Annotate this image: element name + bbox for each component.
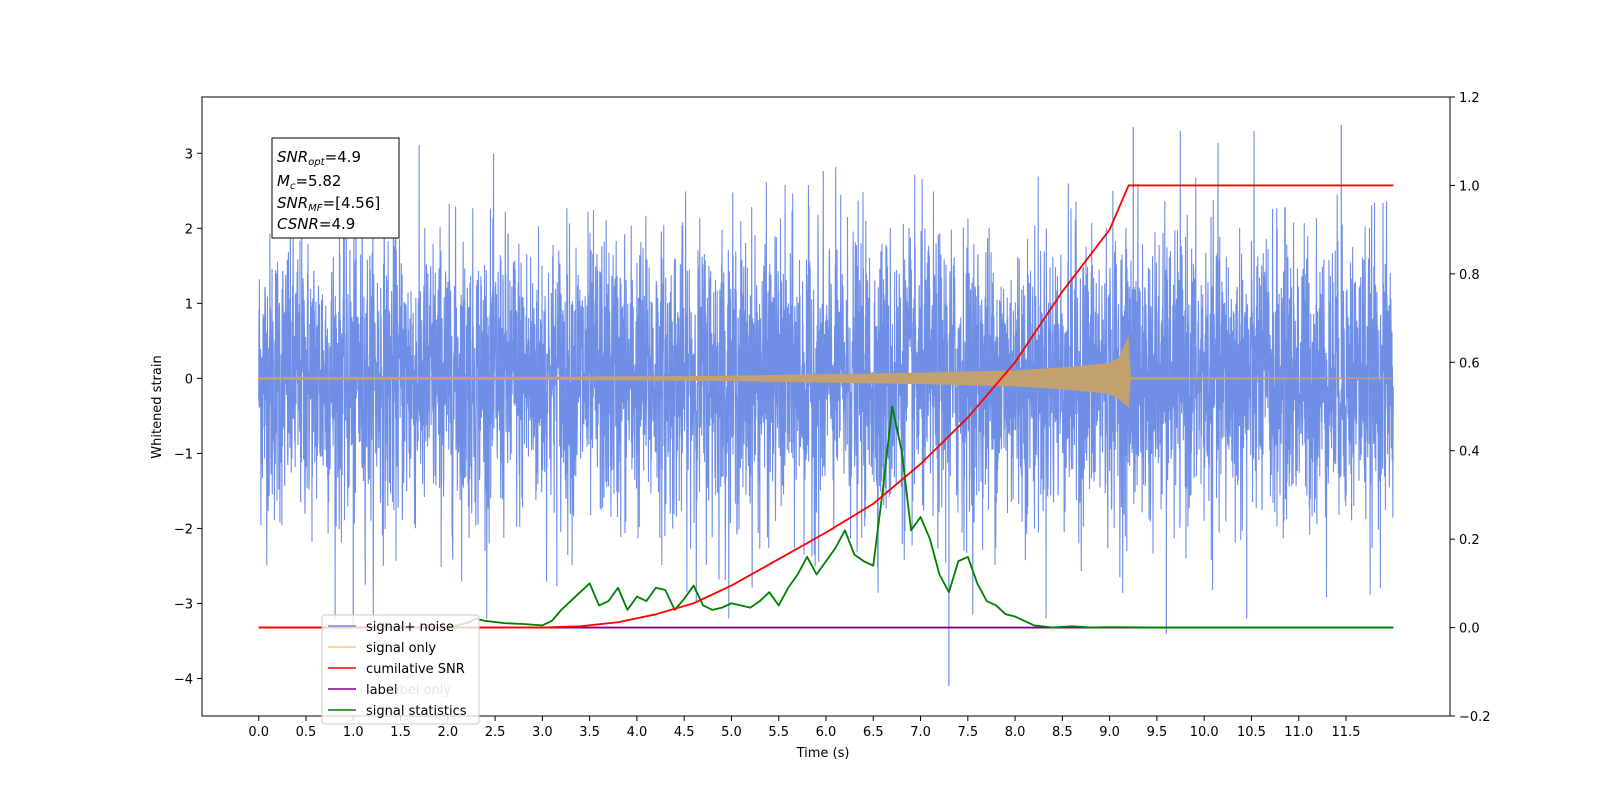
- x-tick-label: 1.0: [343, 725, 364, 740]
- y-tick-label-left: 0: [185, 372, 193, 387]
- x-tick-label: 8.0: [1005, 725, 1026, 740]
- x-tick-label: 4.0: [627, 725, 648, 740]
- x-tick-label: 3.5: [579, 725, 600, 740]
- y-tick-label-right: 1.2: [1459, 91, 1480, 106]
- x-tick-label: 7.5: [957, 725, 978, 740]
- y-tick-label-right: 1.0: [1459, 179, 1480, 194]
- y-tick-label-left: −2: [174, 522, 193, 537]
- y-tick-label-right: 0.6: [1459, 356, 1480, 371]
- x-tick-label: 5.5: [768, 725, 789, 740]
- x-tick-label: 8.5: [1052, 725, 1073, 740]
- annotation-line-snr-mf: SNRMF=[4.56]: [277, 194, 380, 214]
- x-tick-label: 1.5: [390, 725, 411, 740]
- y-tick-label-left: −4: [174, 672, 193, 687]
- y-tick-label-right: 0.4: [1459, 445, 1480, 460]
- x-tick-label: 6.5: [863, 725, 884, 740]
- y-tick-label-left: 3: [185, 147, 193, 162]
- y-tick-label-right: 0.0: [1459, 622, 1480, 637]
- x-tick-label: 2.0: [437, 725, 458, 740]
- annotation-line-snr-opt: SNRopt=4.9: [277, 148, 361, 168]
- legend-label-label-only-ghost: label only: [388, 683, 451, 698]
- y-tick-label-left: 2: [185, 222, 193, 237]
- y-tick-label-left: −3: [174, 597, 193, 612]
- y-tick-label-left: −1: [174, 447, 193, 462]
- legend-label-signal-statistics: signal statistics: [366, 704, 467, 719]
- series-signal-statistics-line: [258, 405, 1394, 629]
- annotation-box: [271, 137, 400, 239]
- x-tick-label: 5.0: [721, 725, 742, 740]
- legend-label-cumulative-snr: cumilative SNR: [366, 662, 465, 677]
- stats-annotation-box: SNRopt=4.9 Mc=5.82 SNRMF=[4.56] CSNR=4.9: [271, 137, 400, 239]
- x-tick-label: 9.5: [1147, 725, 1168, 740]
- annotation-line-csnr: CSNR=4.9: [277, 215, 355, 233]
- legend: signal+ noise signal only cumilative SNR…: [321, 614, 480, 725]
- x-tick-label: 0.0: [248, 725, 269, 740]
- x-tick-label: 0.5: [296, 725, 317, 740]
- series-cumulative-snr-line: [258, 184, 1394, 629]
- y-tick-label-left: 1: [185, 297, 193, 312]
- ticks: 0.0 0.5 1.0 1.5 2.0 2.5 3.0 3.5 4.0 4.5 5.0 5.5 6.0 6…: [174, 91, 1491, 740]
- x-axis-label: Time (s): [796, 746, 850, 761]
- x-tick-label: 11.5: [1332, 725, 1361, 740]
- y-axis-label: Whitened strain: [150, 355, 165, 458]
- x-tick-label: 3.0: [532, 725, 553, 740]
- y-tick-label-right: 0.8: [1459, 268, 1480, 283]
- legend-label-signal-noise: signal+ noise: [366, 620, 454, 635]
- x-tick-label: 6.0: [816, 725, 837, 740]
- x-tick-label: 11.0: [1284, 725, 1313, 740]
- x-tick-label: 2.5: [485, 725, 506, 740]
- series-signal-noise-line: [258, 130, 1394, 619]
- x-tick-label: 10.5: [1237, 725, 1266, 740]
- y-tick-label-right: 0.2: [1459, 533, 1480, 548]
- legend-box: [321, 614, 480, 725]
- legend-label-label: label: [366, 683, 397, 698]
- x-tick-label: 9.0: [1099, 725, 1120, 740]
- y-tick-label-right: −0.2: [1459, 710, 1491, 725]
- x-tick-label: 10.0: [1190, 725, 1219, 740]
- legend-label-signal-only: signal only: [366, 641, 436, 656]
- annotation-line-mc: Mc=5.82: [277, 172, 341, 192]
- x-tick-label: 7.0: [910, 725, 931, 740]
- x-tick-label: 4.5: [674, 725, 695, 740]
